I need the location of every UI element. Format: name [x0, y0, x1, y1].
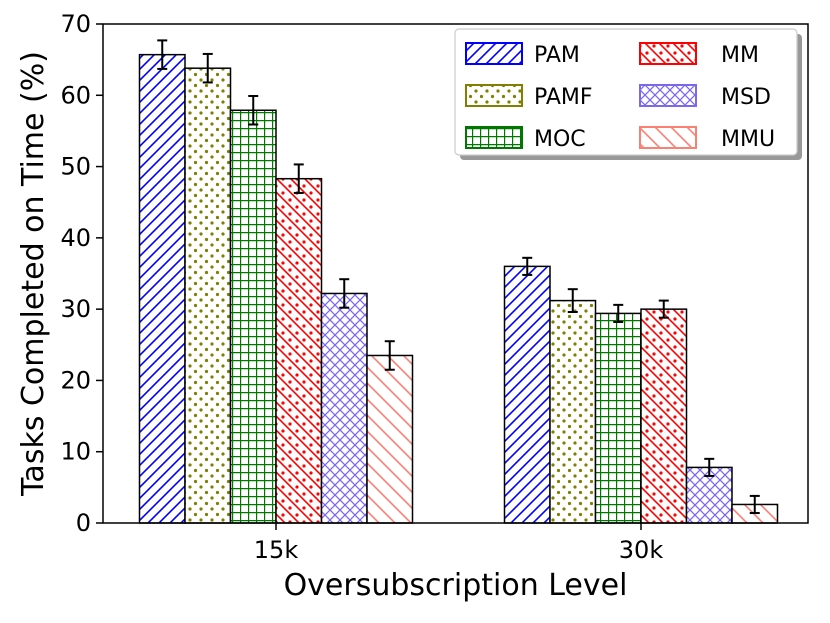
- legend-swatch-pam: [465, 42, 523, 65]
- y-tick-label: 40: [60, 224, 91, 252]
- y-tick-label: 60: [60, 81, 91, 109]
- legend-swatch-mmu: [639, 126, 697, 149]
- y-axis-ticks: 0 10 20 30 40 50 60 70: [60, 10, 103, 537]
- error-bars: [157, 39, 760, 515]
- legend-swatch-moc: [465, 126, 523, 149]
- bar-mm-30k: [640, 308, 688, 524]
- bar-moc-15k: [229, 109, 277, 524]
- legend-label-mm: MM: [721, 43, 759, 68]
- bars: [138, 53, 779, 524]
- bar-mm-15k: [275, 177, 323, 524]
- bar-pam-30k: [503, 265, 551, 524]
- legend-label-msd: MSD: [721, 85, 771, 110]
- x-axis-ticks: 15k 30k: [254, 523, 664, 564]
- bar-mmu-15k: [366, 354, 414, 524]
- legend-label-pam: PAM: [534, 43, 580, 68]
- plot-frame: [102, 23, 809, 524]
- legend-label-pamf: PAMF: [534, 85, 593, 110]
- legend-box: [454, 28, 798, 156]
- legend-swatch-msd: [639, 84, 697, 107]
- y-tick-label: 0: [76, 509, 91, 537]
- bar-pam-15k: [138, 53, 186, 524]
- bar-msd-15k: [320, 292, 368, 524]
- x-axis-label: Oversubscription Level: [284, 568, 628, 603]
- y-tick-label: 20: [60, 366, 91, 394]
- legend-swatch-pamf: [465, 84, 523, 107]
- legend: PAM PAMF MOC MM MSD MMU: [454, 28, 802, 160]
- y-axis-label: Tasks Completed on Time (%): [16, 51, 51, 497]
- bar-pamf-15k: [184, 67, 232, 524]
- y-tick-label: 70: [60, 10, 91, 38]
- x-tick-label: 15k: [254, 536, 299, 564]
- legend-swatch-mm: [639, 42, 697, 65]
- legend-label-moc: MOC: [534, 127, 586, 152]
- y-tick-label: 50: [60, 153, 91, 181]
- legend-label-mmu: MMU: [721, 127, 775, 152]
- x-tick-label: 30k: [619, 536, 664, 564]
- y-tick-label: 10: [60, 438, 91, 466]
- bar-moc-30k: [594, 312, 642, 524]
- y-tick-label: 30: [60, 295, 91, 323]
- bar-pamf-30k: [549, 299, 597, 524]
